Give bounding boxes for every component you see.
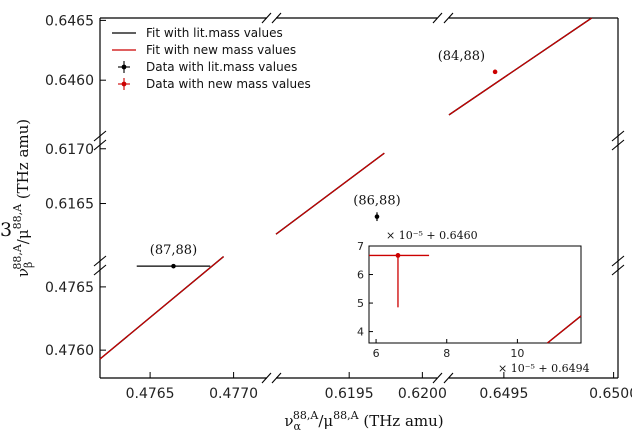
inset-y-offset: × 10⁻⁵ + 0.6460 xyxy=(386,229,478,242)
inset-y-tick-label: 4 xyxy=(357,326,364,339)
y-tick-label: 0.6170 xyxy=(45,142,94,158)
break-mark xyxy=(261,372,272,384)
x-tick-label: 0.6495 xyxy=(479,386,528,402)
stray-label: 3 xyxy=(0,219,12,241)
break-mark xyxy=(271,372,282,384)
break-mark xyxy=(432,372,443,384)
inset-data-point xyxy=(395,253,401,258)
x-tick-label: 0.4765 xyxy=(126,386,175,402)
break-mark xyxy=(611,130,625,142)
legend-label: Data with new mass values xyxy=(146,77,311,91)
point-label: (86,88) xyxy=(353,194,400,209)
x-tick-label: 0.6200 xyxy=(398,386,447,402)
y-axis-label: νβ88,A/μ88,A (THz amu) xyxy=(11,119,35,277)
inset-x-tick-label: 6 xyxy=(373,347,380,360)
data-points: (87,88) (86,88) (84,88) xyxy=(136,49,498,269)
break-mark xyxy=(611,264,625,276)
inset-x-tick-label: 10 xyxy=(510,347,524,360)
legend-point-swatch xyxy=(121,64,127,70)
inset-y-tick-label: 5 xyxy=(357,297,364,310)
x-axis-label: να88,A/μ88,A (THz amu) xyxy=(284,409,443,433)
x-tick-label: 0.4770 xyxy=(209,386,258,402)
data-point xyxy=(492,69,498,75)
inset-y-tick-label: 6 xyxy=(357,269,364,282)
break-mark xyxy=(443,372,454,384)
x-tick-label: 0.6195 xyxy=(325,386,374,402)
fit-line-new xyxy=(448,17,592,116)
legend-label: Fit with lit.mass values xyxy=(146,26,283,40)
y-tick-label: 0.6460 xyxy=(45,73,94,89)
break-mark xyxy=(271,12,282,24)
break-mark xyxy=(261,12,272,24)
fit-lines xyxy=(99,17,593,360)
break-mark xyxy=(443,12,454,24)
legend-label: Data with lit.mass values xyxy=(146,60,297,74)
y-tick-label: 0.6465 xyxy=(45,13,94,29)
axis-break-marks xyxy=(93,12,625,384)
legend: Fit with lit.mass values Fit with new mas… xyxy=(112,26,311,91)
inset-plot: 6 8 10 4 5 6 7 × 10⁻⁵ + 0.6460 × 10⁻⁵ + 0.6494 xyxy=(357,229,590,375)
legend-label: Fit with new mass values xyxy=(146,43,296,57)
data-point xyxy=(171,263,176,269)
break-mark xyxy=(93,264,107,276)
inset-frame xyxy=(368,245,582,344)
y-tick-label: 0.6165 xyxy=(45,197,94,213)
data-point xyxy=(374,214,380,219)
point-label: (87,88) xyxy=(150,243,197,258)
inset-fit-line-new xyxy=(547,315,582,344)
break-mark xyxy=(93,139,107,151)
y-tick-label: 0.4760 xyxy=(45,343,94,359)
break-mark xyxy=(611,255,625,267)
inset-y-tick-label: 7 xyxy=(357,240,364,253)
legend-point-swatch xyxy=(121,81,127,87)
break-mark xyxy=(432,12,443,24)
break-mark xyxy=(611,139,625,151)
break-mark xyxy=(93,255,107,267)
axes-frame xyxy=(99,17,619,379)
point-label: (84,88) xyxy=(438,49,485,64)
inset-x-offset: × 10⁻⁵ + 0.6494 xyxy=(498,362,590,375)
inset-x-tick-label: 8 xyxy=(443,347,450,360)
break-mark xyxy=(93,130,107,142)
y-tick-label: 0.4765 xyxy=(45,280,94,296)
fit-line-new xyxy=(275,152,385,235)
fit-line-new xyxy=(99,256,224,360)
